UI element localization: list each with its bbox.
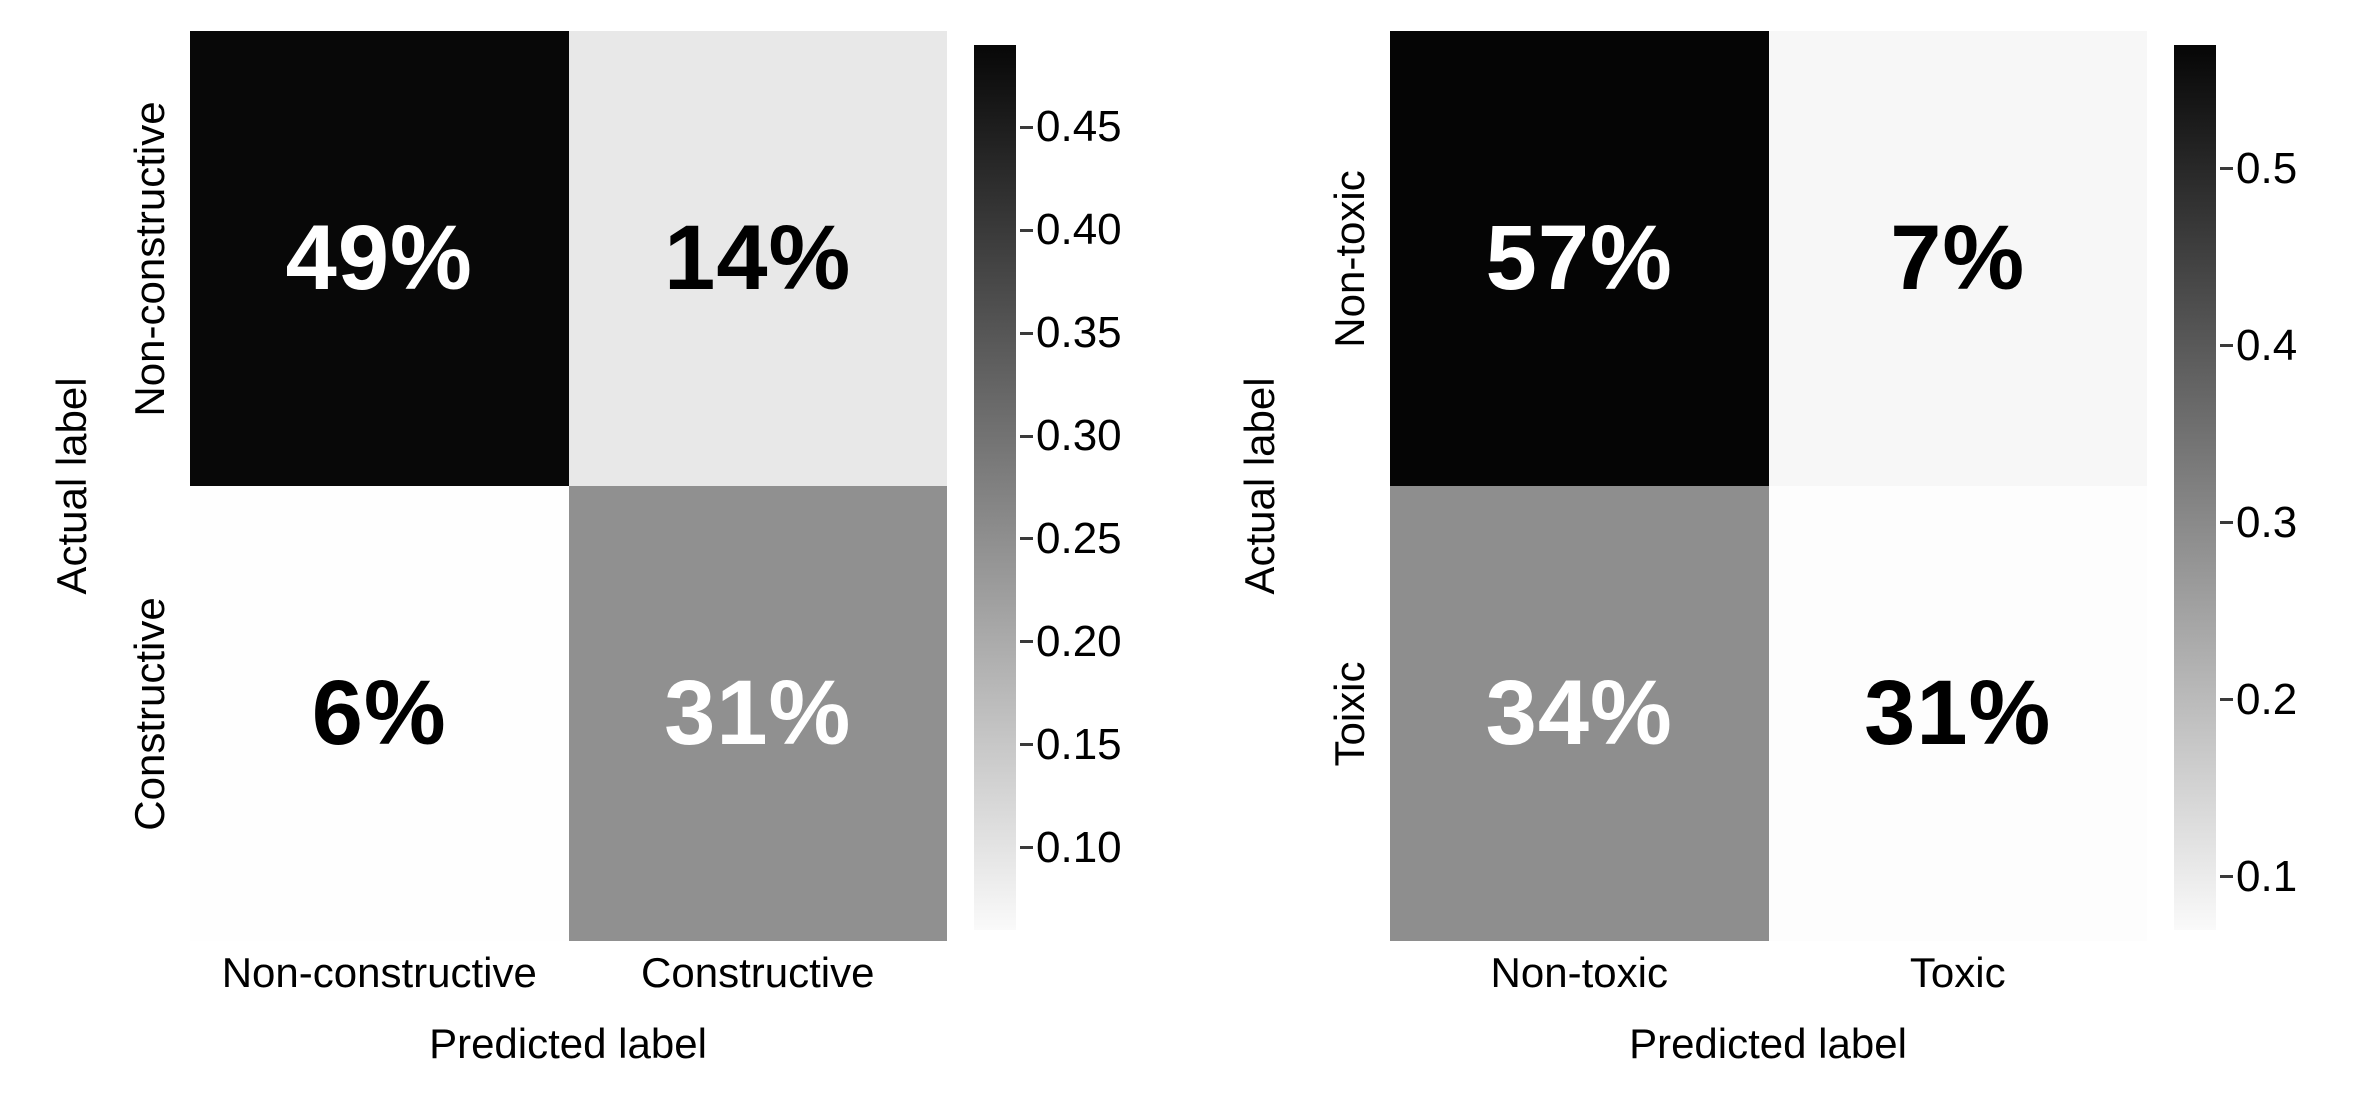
- cell-value: 49%: [285, 207, 473, 309]
- y-tick-label: Non-constructive: [126, 100, 173, 417]
- colorbar-tick-mark: [2220, 875, 2233, 879]
- cell-r1c0: 6%: [190, 486, 569, 941]
- y-axis-title: Actual label: [1236, 377, 1283, 595]
- y-tick-label: Toixic: [1326, 660, 1373, 767]
- x-axis-title: Predicted label: [429, 1020, 707, 1067]
- cell-value: 31%: [1864, 662, 2052, 764]
- colorbar-tick-mark: [2220, 167, 2233, 171]
- cell-r1c0: 34%: [1390, 486, 1769, 941]
- colorbar-tick-mark: [1020, 846, 1033, 850]
- cell-r1c1: 31%: [1768, 486, 2147, 941]
- colorbar-tick-label: 0.30: [1036, 411, 1122, 461]
- colorbar-tick-label: 0.15: [1036, 719, 1122, 769]
- colorbar-tick-mark: [1020, 640, 1033, 644]
- x-tick-label: Toxic: [1909, 949, 2006, 996]
- cell-r0c1: 7%: [1768, 31, 2147, 486]
- cell-r1c1: 31%: [568, 486, 947, 941]
- colorbar-tick-label: 0.5: [2236, 143, 2298, 193]
- colorbar-tick-mark: [2220, 698, 2233, 702]
- y-tick-label: Non-toxic: [1326, 169, 1373, 348]
- colorbar-tick-mark: [1020, 434, 1033, 438]
- cell-r0c0: 49%: [190, 31, 569, 486]
- colorbar-tick-label: 0.25: [1036, 513, 1122, 563]
- y-tick-label: Constructive: [126, 596, 173, 831]
- x-tick-label: Non-toxic: [1490, 949, 1668, 996]
- colorbar-tick-mark: [1020, 743, 1033, 747]
- colorbar-gradient: [974, 45, 1016, 930]
- colorbar-tick-label: 0.40: [1036, 205, 1122, 255]
- colorbar-tick-label: 0.10: [1036, 822, 1122, 872]
- colorbar-gradient: [2174, 45, 2216, 930]
- colorbar-tick-label: 0.20: [1036, 616, 1122, 666]
- toxicity-confusion-matrix-panel: Actual label Non-toxic Toixic 57% 7% 34% 31%…: [1200, 0, 2373, 1101]
- colorbar-tick-mark: [1020, 537, 1033, 541]
- colorbar-tick-mark: [2220, 521, 2233, 525]
- constructiveness-confusion-matrix-panel: Actual label Non-constructive Constructiv…: [0, 0, 1186, 1101]
- cell-r0c1: 14%: [568, 31, 947, 486]
- cell-value: 7%: [1890, 207, 2026, 309]
- colorbar-tick-label: 0.1: [2236, 851, 2298, 901]
- y-axis-title: Actual label: [48, 377, 95, 595]
- colorbar-tick-label: 0.35: [1036, 308, 1122, 358]
- cell-value: 6%: [311, 662, 447, 764]
- colorbar-tick-label: 0.45: [1036, 102, 1122, 152]
- colorbar-tick-label: 0.3: [2236, 497, 2298, 547]
- cell-value: 34%: [1485, 662, 1673, 764]
- colorbar-tick-label: 0.2: [2236, 674, 2298, 724]
- cell-value: 14%: [664, 207, 852, 309]
- colorbar-tick-mark: [1020, 125, 1033, 129]
- x-tick-label: Constructive: [641, 949, 875, 996]
- cell-value: 57%: [1485, 207, 1673, 309]
- colorbar-tick-mark: [2220, 344, 2233, 348]
- colorbar-tick-mark: [1020, 331, 1033, 335]
- cell-r0c0: 57%: [1390, 31, 1769, 486]
- cell-value: 31%: [664, 662, 852, 764]
- x-tick-label: Non-constructive: [221, 949, 537, 996]
- colorbar-tick-mark: [1020, 228, 1033, 232]
- x-axis-title: Predicted label: [1629, 1020, 1907, 1067]
- colorbar-tick-label: 0.4: [2236, 320, 2298, 370]
